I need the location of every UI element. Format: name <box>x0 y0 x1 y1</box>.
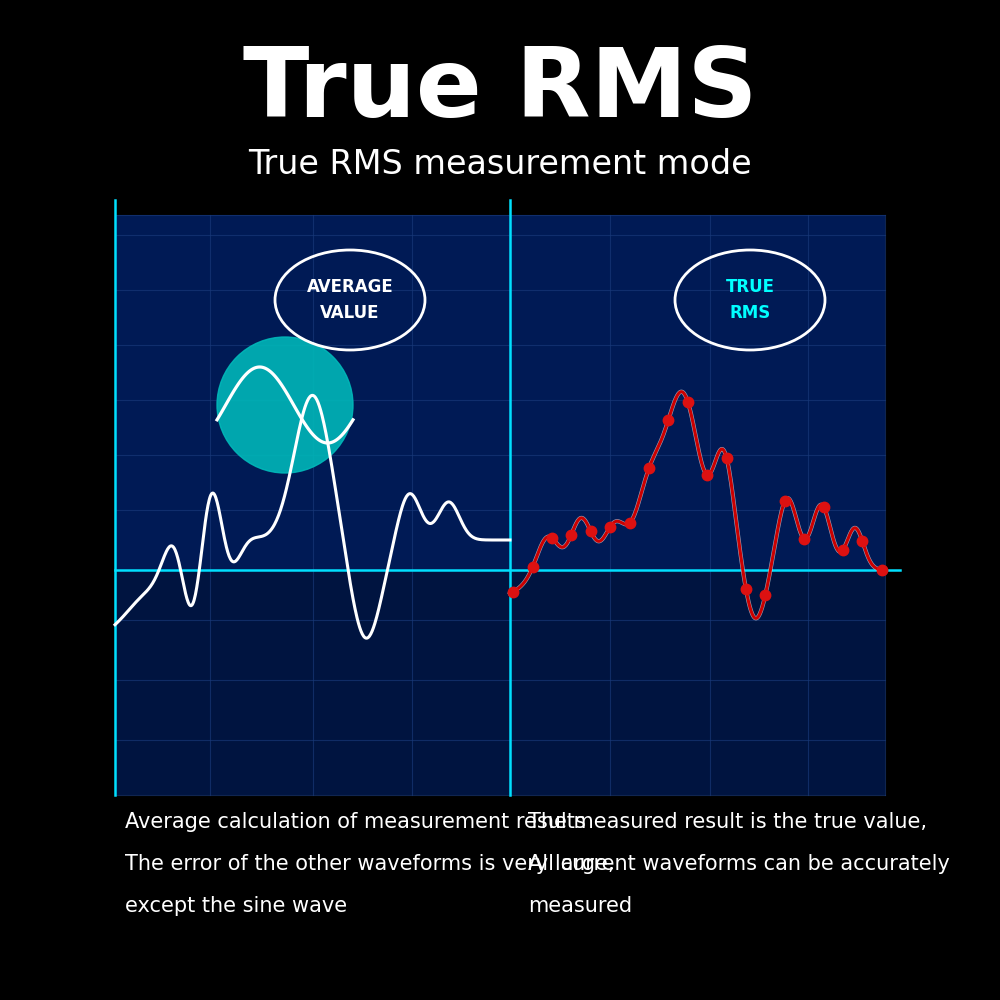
Text: True RMS: True RMS <box>243 43 757 136</box>
Text: Average calculation of measurement results: Average calculation of measurement resul… <box>125 812 586 832</box>
Bar <box>115 215 885 795</box>
Text: True RMS measurement mode: True RMS measurement mode <box>248 148 752 182</box>
Circle shape <box>217 337 353 473</box>
Text: AVERAGE
VALUE: AVERAGE VALUE <box>307 278 393 322</box>
Text: except the sine wave: except the sine wave <box>125 896 347 916</box>
Text: TRUE
RMS: TRUE RMS <box>726 278 774 322</box>
Text: The measured result is the true value,: The measured result is the true value, <box>528 812 927 832</box>
Text: All current waveforms can be accurately: All current waveforms can be accurately <box>528 854 950 874</box>
Text: The error of the other waveforms is very large,: The error of the other waveforms is very… <box>125 854 614 874</box>
Bar <box>115 215 885 570</box>
Text: measured: measured <box>528 896 632 916</box>
